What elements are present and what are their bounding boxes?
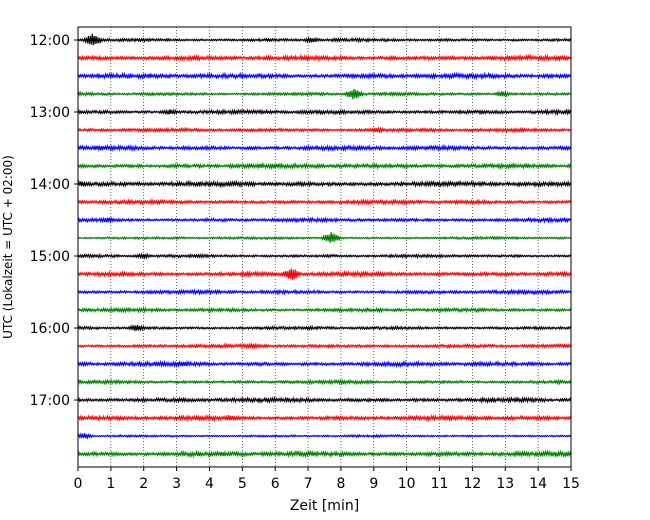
trace-1645 xyxy=(77,378,572,386)
trace-1330 xyxy=(77,143,572,153)
plot-frame xyxy=(77,26,572,468)
trace-1615 xyxy=(77,342,572,350)
x-tick-label: 15 xyxy=(562,476,580,492)
seismogram-traces xyxy=(77,33,572,459)
y-tick-label: 15:00 xyxy=(30,249,70,265)
trace-1730 xyxy=(77,432,572,440)
x-tick-label: 1 xyxy=(106,476,115,492)
x-tick-label: 14 xyxy=(529,476,547,492)
x-tick-label: 2 xyxy=(139,476,148,492)
x-tick-label: 7 xyxy=(304,476,313,492)
x-tick-label: 12 xyxy=(463,476,481,492)
x-axis-label: Zeit [min] xyxy=(290,498,359,514)
trace-1700 xyxy=(77,395,572,405)
trace-1530 xyxy=(77,288,572,296)
x-tick-label: 11 xyxy=(431,476,449,492)
x-tick-label: 0 xyxy=(74,476,83,492)
trace-1445 xyxy=(77,232,572,243)
trace-1245 xyxy=(77,88,572,100)
trace-1515 xyxy=(77,268,572,281)
x-tick-label: 9 xyxy=(369,476,378,492)
y-tick-label: 17:00 xyxy=(30,393,70,409)
x-axis-ticks: 0 1 2 3 4 5 6 7 8 9 10 11 12 13 14 15 xyxy=(74,467,580,492)
x-tick-label: 6 xyxy=(271,476,280,492)
y-tick-label: 12:00 xyxy=(30,33,70,49)
y-tick-label: 14:00 xyxy=(30,177,70,193)
trace-1345 xyxy=(77,161,572,171)
trace-1715 xyxy=(77,413,572,423)
trace-1745 xyxy=(77,449,572,459)
trace-1430 xyxy=(77,216,572,224)
trace-1215 xyxy=(77,53,572,63)
y-axis-label: UTC (Lokalzeit = UTC + 02:00) xyxy=(1,155,15,339)
x-tick-label: 5 xyxy=(238,476,247,492)
trace-1630 xyxy=(77,359,572,369)
trace-1200 xyxy=(77,33,572,46)
x-tick-label: 10 xyxy=(398,476,416,492)
trace-1600 xyxy=(77,323,572,332)
trace-1500 xyxy=(77,252,572,261)
x-tick-label: 4 xyxy=(205,476,214,492)
y-tick-label: 16:00 xyxy=(30,321,70,337)
x-tick-label: 8 xyxy=(336,476,345,492)
vertical-gridlines xyxy=(110,27,539,467)
trace-1400 xyxy=(77,179,572,189)
y-axis-ticks: 12:00 13:00 14:00 15:00 16:00 17:00 xyxy=(30,33,78,409)
x-tick-label: 3 xyxy=(172,476,181,492)
x-tick-label: 13 xyxy=(496,476,514,492)
trace-1415 xyxy=(77,197,572,206)
y-tick-label: 13:00 xyxy=(30,105,70,121)
trace-1230 xyxy=(77,71,572,81)
trace-1545 xyxy=(77,306,572,314)
trace-1300 xyxy=(77,107,572,117)
trace-1315 xyxy=(77,126,572,134)
